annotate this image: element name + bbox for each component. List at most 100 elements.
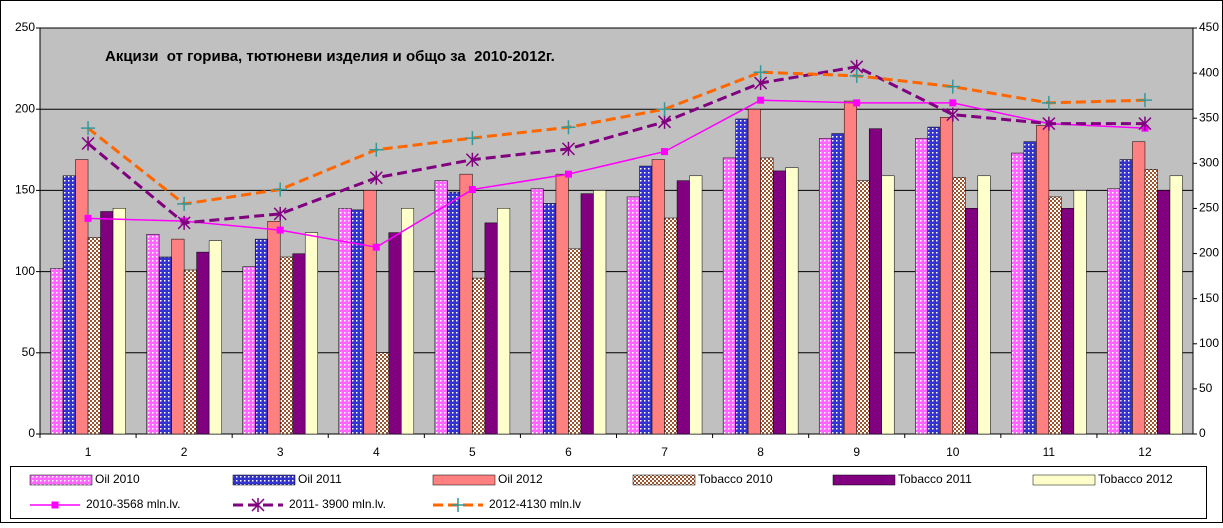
bar (1011, 152, 1025, 435)
bar (171, 238, 185, 435)
bar (100, 211, 114, 435)
bar (1061, 208, 1075, 435)
marker (468, 185, 476, 193)
y2-tick-label: 50 (1199, 381, 1213, 395)
x-tick-label: 3 (277, 445, 284, 459)
marker (84, 214, 92, 222)
bar (772, 170, 786, 435)
bar (639, 165, 653, 435)
y2-tick-label: 400 (1199, 65, 1219, 79)
bar (196, 251, 210, 435)
bar (818, 138, 832, 435)
bar (1144, 169, 1158, 435)
bar (267, 221, 281, 435)
marker (561, 120, 576, 135)
bar (208, 240, 222, 435)
bar (843, 100, 857, 435)
bar (146, 233, 160, 435)
bar (568, 248, 582, 435)
y-tick-label: 150 (15, 183, 35, 197)
bar (1169, 175, 1183, 435)
y-tick-label: 200 (15, 101, 35, 115)
bar (1036, 125, 1050, 435)
marker (1138, 116, 1152, 131)
marker (949, 99, 957, 107)
line (87, 70, 1146, 206)
legend-label: Oil 2012 (498, 472, 543, 486)
bar (1132, 141, 1146, 435)
x-tick-label: 7 (661, 445, 668, 459)
marker (946, 107, 960, 122)
marker (369, 142, 384, 157)
legend-box (10, 466, 1207, 519)
bar (856, 180, 870, 435)
bar (977, 175, 991, 435)
bar (459, 173, 473, 435)
x-tick-label: 1 (85, 445, 92, 459)
y2-tick-label: 250 (1199, 201, 1219, 215)
x-tick-label: 6 (565, 445, 572, 459)
bar (363, 190, 377, 435)
bar (242, 266, 256, 435)
y2-tick-label: 350 (1199, 110, 1219, 124)
x-tick-label: 2 (181, 445, 188, 459)
marker (564, 170, 572, 178)
y-tick-label: 250 (15, 20, 35, 34)
bar (434, 180, 448, 435)
bar (87, 237, 101, 435)
bar (747, 108, 761, 435)
bar (915, 138, 929, 435)
marker (661, 148, 669, 156)
y2-tick-label: 150 (1199, 291, 1219, 305)
bar (472, 277, 486, 435)
line (88, 99, 1145, 249)
bar (484, 222, 498, 435)
legend-label: Tobacco 2010 (698, 472, 773, 486)
x-tick-label: 12 (1138, 445, 1152, 459)
bar (183, 269, 197, 435)
bar (831, 133, 845, 435)
bar (543, 203, 557, 435)
legend-swatch (232, 474, 296, 486)
bar (927, 126, 941, 435)
bar (940, 117, 954, 435)
bar (555, 173, 569, 435)
bar (785, 167, 799, 435)
x-tick-label: 8 (757, 445, 764, 459)
legend-swatch (432, 474, 496, 486)
bar (952, 177, 966, 435)
marker (51, 501, 59, 509)
marker (273, 206, 287, 221)
bar (1119, 159, 1133, 435)
bar (965, 208, 979, 435)
bar (868, 128, 882, 435)
bar (279, 256, 293, 435)
y2-tick-label: 200 (1199, 246, 1219, 260)
marker (849, 68, 864, 83)
bar (388, 232, 402, 435)
bar (112, 208, 126, 435)
legend-label: Oil 2010 (95, 472, 140, 486)
legend-swatch (29, 474, 93, 486)
bar (1023, 141, 1037, 435)
legend-label: 2012-4130 mln.lv (489, 497, 581, 511)
marker (1137, 93, 1152, 108)
marker (81, 121, 96, 136)
bar (304, 232, 318, 435)
bar (580, 193, 594, 435)
marker (177, 215, 191, 230)
marker (369, 170, 383, 185)
legend-swatch (632, 474, 696, 486)
y-tick-label: 50 (22, 345, 36, 359)
bar (254, 238, 268, 435)
legend-label: 2010-3568 mln.lv. (86, 497, 181, 511)
bar (593, 190, 607, 435)
bar (1157, 190, 1171, 435)
bar (1107, 188, 1121, 435)
marker (251, 498, 265, 512)
x-tick-label: 9 (853, 445, 860, 459)
marker (1042, 116, 1056, 131)
bar (676, 180, 690, 435)
legend-label: Tobacco 2012 (1098, 472, 1173, 486)
